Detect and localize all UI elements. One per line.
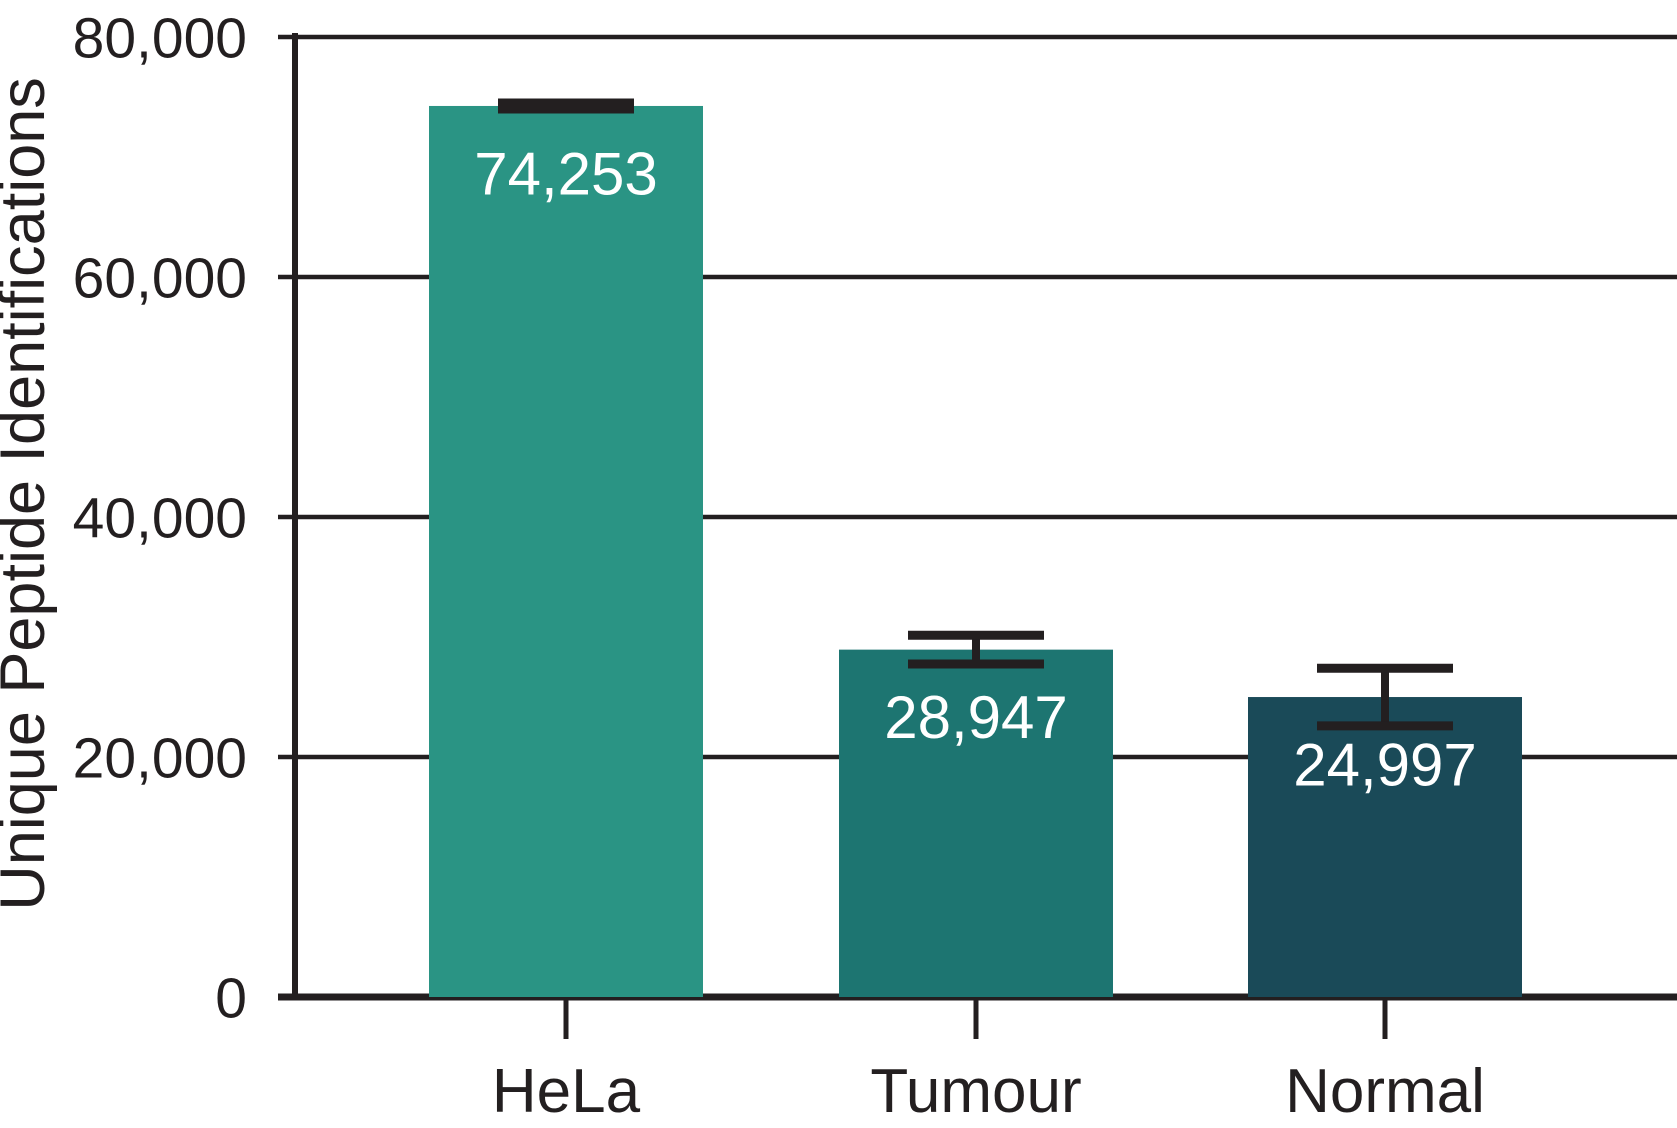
bar-normal: [1248, 697, 1522, 997]
y-tick-label: 40,000: [73, 487, 247, 551]
y-axis-title: Unique Peptide Identifications: [0, 77, 58, 911]
value-label-normal: 24,997: [1293, 732, 1477, 799]
y-tick-label: 0: [215, 967, 247, 1031]
y-tick-label: 60,000: [73, 247, 247, 311]
bar-hela: [429, 105, 703, 998]
x-category-label-hela: HeLa: [492, 1057, 641, 1126]
bar-tumour: [839, 649, 1113, 997]
x-category-label-normal: Normal: [1285, 1057, 1485, 1126]
x-category-label-tumour: Tumour: [870, 1057, 1081, 1126]
value-label-tumour: 28,947: [884, 684, 1068, 751]
value-label-hela: 74,253: [474, 141, 658, 208]
y-tick-label: 20,000: [73, 727, 247, 791]
y-tick-label: 80,000: [73, 7, 247, 71]
